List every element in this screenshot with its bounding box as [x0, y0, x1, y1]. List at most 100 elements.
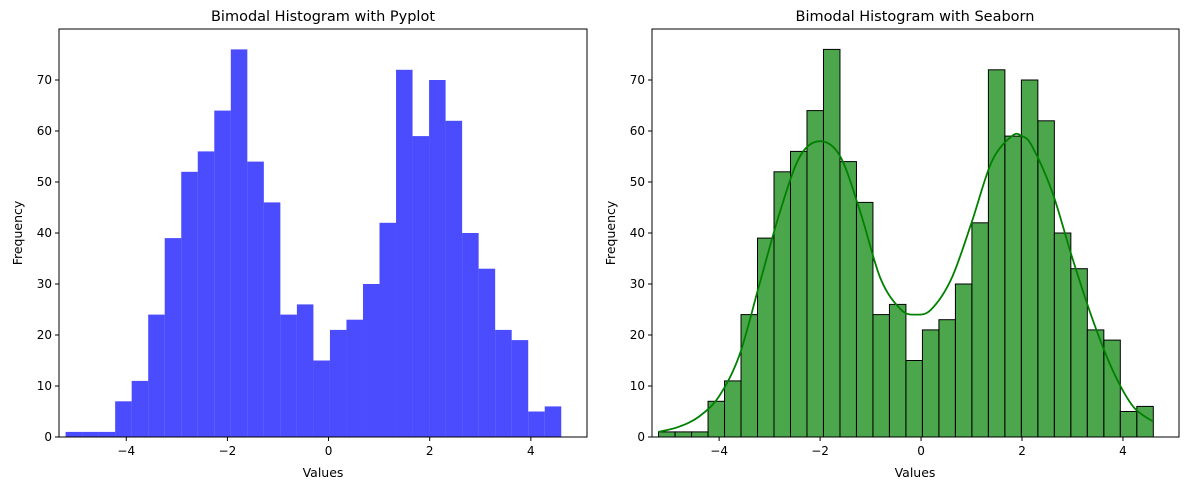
histogram-bar [247, 161, 264, 437]
histogram-bar [164, 238, 182, 437]
histogram-bar [462, 233, 479, 437]
y-tick-label: 30 [37, 277, 52, 291]
histogram-bar [230, 49, 248, 438]
x-axis-label: Values [895, 465, 936, 480]
histogram-bar [1136, 405, 1154, 438]
y-tick-label: 20 [630, 328, 645, 342]
histogram-bar [740, 314, 759, 438]
y-tick-label: 0 [637, 430, 645, 444]
histogram-panel-pyplot: −4 −2 0 2 4 0 10 20 30 40 50 60 70 Bimodal Histogra… [10, 9, 588, 480]
bars-group [658, 48, 1154, 438]
histogram-bar [773, 171, 791, 438]
histogram-bar [495, 329, 512, 437]
x-tick-label: 4 [527, 444, 535, 458]
bars-group [65, 49, 562, 438]
y-tick-label: 40 [630, 226, 645, 240]
x-tick-group: −4 −2 0 2 4 [117, 437, 535, 458]
histogram-bar [789, 150, 808, 438]
histogram-bar [263, 202, 281, 437]
histogram-bar [1037, 120, 1055, 438]
x-tick-label: 2 [1018, 444, 1026, 458]
y-tick-label: 0 [44, 430, 52, 444]
histogram-bar [987, 69, 1006, 438]
histogram-bar [674, 431, 693, 438]
histogram-bar [511, 340, 529, 437]
histogram-bar [872, 314, 890, 438]
histogram-bar [362, 284, 380, 437]
histogram-bar [296, 304, 314, 437]
axes-frame [58, 28, 588, 438]
histogram-bar [822, 48, 841, 438]
y-tick-label: 10 [630, 379, 645, 393]
histogram-bar [412, 136, 430, 437]
y-tick-label: 10 [37, 379, 52, 393]
histogram-bar [528, 411, 545, 437]
histogram-bar [1119, 411, 1138, 438]
histogram-bar [445, 120, 463, 438]
y-tick-label: 70 [37, 73, 52, 87]
histogram-bar [544, 406, 562, 437]
histogram-bar [839, 161, 857, 438]
histogram-bar [1086, 329, 1105, 438]
x-tick-label: 2 [426, 444, 434, 458]
y-tick-label: 60 [630, 124, 645, 138]
y-tick-group: 0 10 20 30 40 50 60 70 [37, 73, 59, 444]
histogram-bar [98, 431, 116, 437]
histogram-bar [396, 69, 413, 438]
histogram-bar [181, 171, 198, 438]
histogram-bar [329, 329, 347, 437]
histogram-bar [115, 401, 132, 437]
histogram-bar [1070, 268, 1088, 438]
histogram-bar [691, 431, 709, 438]
histogram-bar [379, 222, 397, 437]
histogram-bar [938, 319, 956, 438]
y-tick-label: 20 [37, 328, 52, 342]
y-tick-label: 60 [37, 124, 52, 138]
histogram-panel-seaborn: −4 −2 0 2 4 0 10 20 30 40 50 60 70 Bimodal Histogra… [603, 9, 1180, 480]
histogram-bar [905, 360, 923, 438]
chart-title: Bimodal Histogram with Pyplot [211, 9, 435, 25]
y-tick-label: 70 [630, 73, 645, 87]
histogram-bar [346, 319, 363, 437]
histogram-bar [921, 329, 940, 438]
histogram-bar [148, 314, 165, 437]
histogram-bar [855, 201, 874, 438]
y-tick-group: 0 10 20 30 40 50 60 70 [630, 73, 652, 444]
chart-title: Bimodal Histogram with Seaborn [796, 9, 1035, 25]
histogram-bar [1020, 79, 1039, 438]
histogram-bar [1004, 135, 1022, 438]
histogram-bar [806, 110, 824, 438]
histogram-bar [478, 268, 496, 437]
kde-curve [658, 132, 1154, 433]
histogram-bar [757, 237, 775, 438]
x-tick-group: −4 −2 0 2 4 [710, 437, 1127, 458]
y-tick-label: 50 [37, 175, 52, 189]
histogram-bar [65, 431, 83, 437]
histogram-bar [214, 110, 231, 437]
y-tick-label: 50 [630, 175, 645, 189]
x-tick-label: 4 [1119, 444, 1127, 458]
histogram-bar [313, 360, 330, 437]
x-tick-label: −4 [710, 444, 728, 458]
histogram-bar [724, 380, 742, 438]
y-axis-label: Frequency [603, 200, 618, 265]
x-tick-label: −2 [811, 444, 829, 458]
histogram-bar [1053, 232, 1072, 438]
histogram-bar [971, 222, 989, 438]
histogram-bar [197, 151, 215, 437]
y-tick-label: 40 [37, 226, 52, 240]
x-tick-label: 0 [917, 444, 925, 458]
histogram-bar [82, 431, 99, 437]
histogram-bar [888, 303, 907, 438]
x-axis-label: Values [303, 465, 344, 480]
histogram-bar [658, 431, 676, 438]
histogram-bar [280, 314, 297, 437]
histogram-bar [429, 80, 446, 437]
histogram-bar [131, 380, 149, 437]
x-tick-label: −4 [117, 444, 135, 458]
y-tick-label: 30 [630, 277, 645, 291]
axes-frame [651, 28, 1180, 438]
histogram-bar [954, 283, 973, 438]
kde-group [658, 132, 1154, 433]
